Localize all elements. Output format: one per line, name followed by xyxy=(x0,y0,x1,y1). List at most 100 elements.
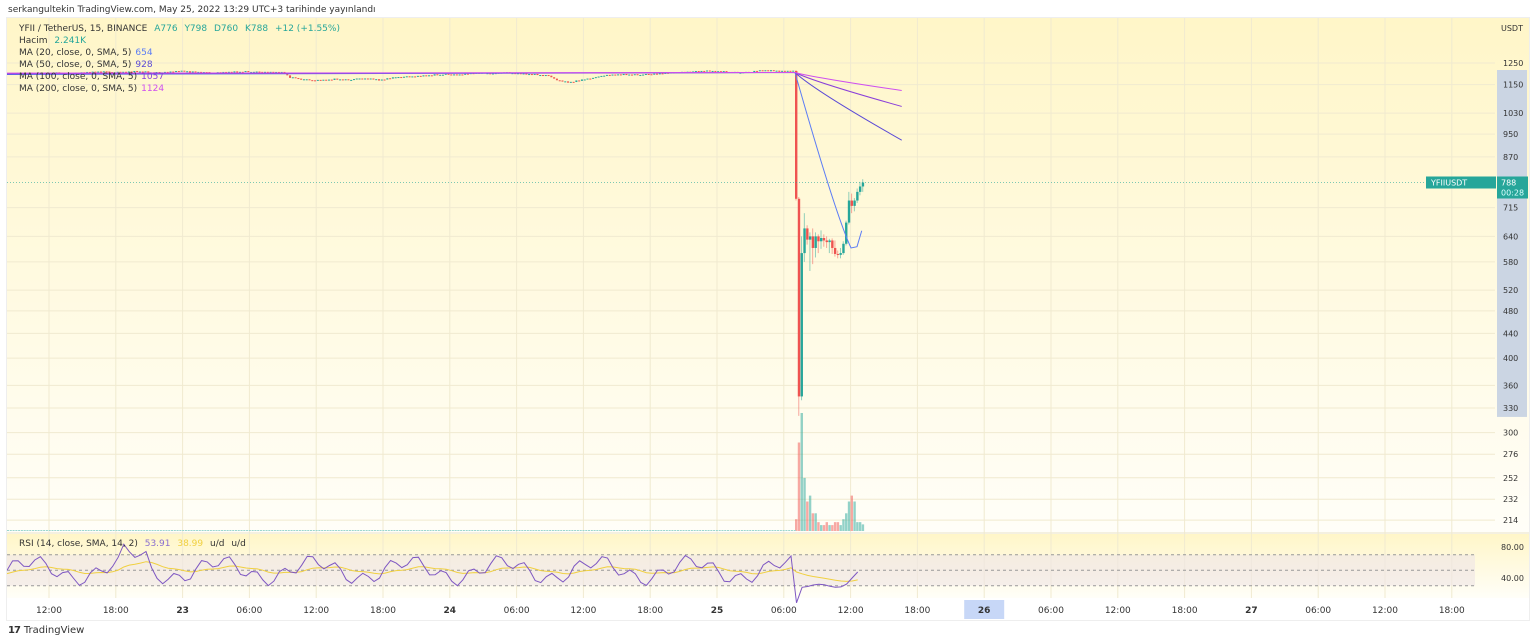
volume-bar xyxy=(457,530,460,531)
volume-bar xyxy=(563,530,565,531)
candle xyxy=(539,75,542,77)
volume-bar xyxy=(554,530,557,531)
volume-bar xyxy=(362,530,365,531)
ma200-label: MA (200, close, 0, SMA, 5) xyxy=(19,84,138,94)
volume-bar xyxy=(777,530,780,531)
volume-bar xyxy=(285,530,287,531)
candle xyxy=(330,79,333,81)
candle xyxy=(647,73,650,75)
volume-bar xyxy=(613,530,616,531)
price-tick-label: 640 xyxy=(1503,232,1518,241)
chart-area[interactable]: 12:00 18:00 23 06:00 12:00 18:00 24 06:00 12:00 1… xyxy=(6,17,1530,621)
candle xyxy=(380,79,383,81)
candle xyxy=(589,78,592,80)
candle xyxy=(811,236,815,248)
volume-bar xyxy=(321,530,324,531)
candle xyxy=(425,75,428,77)
volume-bar xyxy=(449,530,452,531)
volume-bar xyxy=(638,530,641,531)
volume-bar xyxy=(803,477,806,531)
candle xyxy=(241,71,244,73)
volume-bar xyxy=(839,525,842,531)
candle xyxy=(831,240,834,248)
volume-bar xyxy=(43,530,46,531)
volume-bar xyxy=(18,530,21,531)
candle xyxy=(88,71,91,73)
candle xyxy=(697,71,700,73)
volume-bar xyxy=(201,530,204,531)
candle xyxy=(639,74,642,76)
candle xyxy=(722,71,725,73)
candle xyxy=(294,77,297,79)
time-tick-label: 06:00 xyxy=(504,606,530,616)
volume-bar xyxy=(421,530,424,531)
volume-bar xyxy=(624,530,627,531)
candle xyxy=(650,74,653,76)
candle xyxy=(86,71,89,73)
volume-bar xyxy=(410,530,413,531)
volume-bar xyxy=(551,530,554,531)
candle xyxy=(694,71,697,73)
candle xyxy=(850,200,853,206)
volume-bar xyxy=(76,530,79,531)
candle xyxy=(352,79,355,81)
candle xyxy=(175,71,178,73)
volume-bar xyxy=(510,530,513,531)
volume-bar xyxy=(765,530,768,531)
time-tick-label: 18:00 xyxy=(904,606,930,616)
volume-bar xyxy=(535,530,538,531)
volume-bar xyxy=(184,530,187,531)
candle xyxy=(836,253,840,255)
volume-bar xyxy=(243,530,246,531)
chart-svg[interactable]: 12:00 18:00 23 06:00 12:00 18:00 24 06:00 12:00 1… xyxy=(7,18,1529,620)
volume-bar xyxy=(304,530,307,531)
volume-bar xyxy=(713,530,716,531)
time-tick-label: 12:00 xyxy=(838,606,864,616)
volume-bar xyxy=(159,530,162,531)
volume-bar xyxy=(23,530,26,531)
volume-bar xyxy=(382,530,385,531)
volume-bar xyxy=(176,530,179,531)
volume-bar xyxy=(696,530,699,531)
candle xyxy=(119,71,122,73)
volume-bar xyxy=(259,530,262,531)
volume-bar xyxy=(404,530,407,531)
candle xyxy=(297,78,300,80)
volume-bar xyxy=(90,530,93,531)
volume-bar xyxy=(482,530,485,531)
volume-bar xyxy=(20,530,23,531)
candle xyxy=(853,200,856,206)
time-tick-label: 18:00 xyxy=(1439,606,1465,616)
volume-bar xyxy=(752,530,755,531)
candle xyxy=(191,71,194,73)
candle xyxy=(405,76,408,78)
rsi-ud-1: u/d xyxy=(210,539,225,549)
volume-bar xyxy=(754,530,757,531)
candle xyxy=(364,78,367,80)
volume-bar xyxy=(234,530,237,531)
volume-bar xyxy=(262,530,265,531)
candle xyxy=(239,71,241,73)
candle xyxy=(347,79,350,81)
candle xyxy=(622,73,625,76)
candle xyxy=(580,79,583,81)
volume-bar xyxy=(148,530,151,531)
candle xyxy=(453,74,456,76)
volume-bar xyxy=(704,530,707,531)
candle xyxy=(252,71,255,73)
candle xyxy=(305,79,308,81)
volume-bar xyxy=(251,530,254,531)
volume-bar xyxy=(312,530,315,531)
volume-bar xyxy=(651,530,654,531)
volume-bar xyxy=(307,530,310,531)
candle xyxy=(608,74,611,76)
candle xyxy=(522,73,525,75)
candle xyxy=(105,71,108,73)
candle xyxy=(422,75,425,77)
volume-bar xyxy=(173,530,176,531)
candle xyxy=(336,78,339,80)
volume-bar xyxy=(354,530,357,531)
candle xyxy=(264,71,267,73)
candle xyxy=(739,72,742,74)
volume-bar xyxy=(151,530,154,531)
